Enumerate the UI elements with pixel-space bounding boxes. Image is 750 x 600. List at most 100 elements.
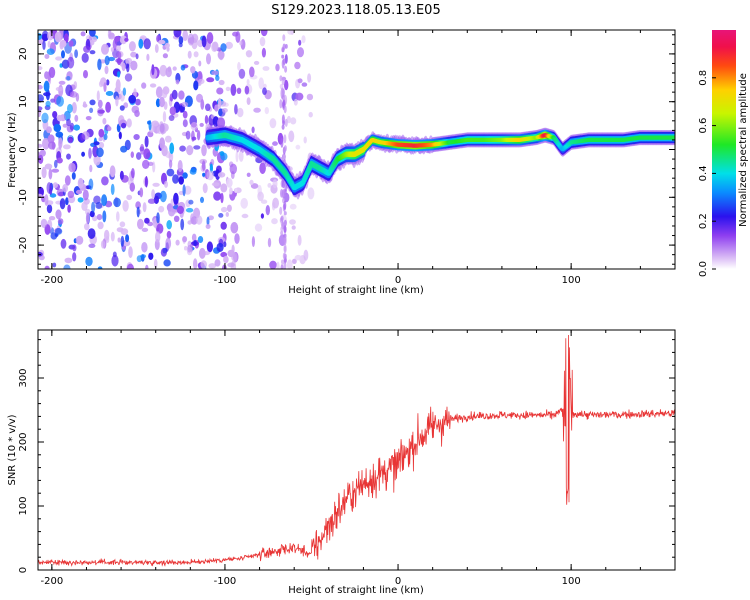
spectrogram-noise-blob <box>48 168 53 180</box>
spectrogram-noise-blob <box>141 82 147 89</box>
spectrogram-noise-blob <box>143 38 151 50</box>
spectrogram-noise-blob <box>259 162 266 174</box>
spectrogram-noise-blob <box>206 32 214 44</box>
spectrogram-noise-blob <box>125 57 133 65</box>
spectrogram-noise-blob <box>175 239 180 246</box>
spectrogram-noise-blob <box>288 130 295 143</box>
spectrogram-noise-blob <box>164 180 168 188</box>
spectrogram-noise-blob <box>125 234 130 243</box>
spectrogram-noise-blob <box>286 115 291 124</box>
spectrogram-noise-blob <box>38 106 43 111</box>
spectrogram-noise-blob <box>189 168 197 175</box>
spectrogram-noise-blob <box>98 128 105 138</box>
spectrogram-noise-blob <box>308 111 313 118</box>
spectrogram-noise-blob <box>280 189 283 198</box>
spectrogram-noise-blob <box>122 239 131 247</box>
spectrogram-noise-blob <box>220 183 228 193</box>
spectrogram-noise-blob <box>193 258 198 269</box>
spectrogram-noise-blob <box>168 151 174 163</box>
spectrogram-noise-blob <box>235 31 241 43</box>
snr-x-tick-label: 100 <box>562 576 581 587</box>
spectrogram-noise-blob <box>176 205 184 214</box>
spectrogram-noise-blob <box>97 109 105 114</box>
spectrogram-noise-blob <box>126 194 133 201</box>
colorbar-gradient <box>712 30 736 269</box>
spectrogram-noise-blob <box>179 145 186 152</box>
spectrogram-noise-blob <box>116 211 120 222</box>
spectrogram-noise-blob <box>148 252 154 260</box>
spectrogram-noise-blob <box>182 30 188 42</box>
colorbar-tick-label: 0.4 <box>698 165 709 181</box>
spectrogram-noise-blob <box>159 96 165 108</box>
spectrogram-noise-blob <box>117 51 122 59</box>
spectrogram-noise-blob <box>169 142 175 155</box>
spectrogram-noise-blob <box>89 107 94 114</box>
spectrogram-noise-blob <box>241 213 249 219</box>
spectrogram-noise-blob <box>121 122 127 129</box>
spectrogram-y-axis-label: Frequency (Hz) <box>7 112 18 188</box>
spectrogram-noise-blob <box>128 41 136 52</box>
snr-frame <box>37 329 676 571</box>
spectrogram-noise-blob <box>282 252 286 260</box>
spectrogram-noise-blob <box>55 56 63 61</box>
spectrogram-noise-blob <box>265 205 270 216</box>
spectrogram-ridge-core <box>672 135 675 140</box>
spectrogram-noise-blob <box>58 80 66 85</box>
spectrogram-noise-blob <box>59 39 67 48</box>
figure-title: S129.2023.118.05.13.E05 <box>271 3 440 18</box>
spectrogram-noise-blob <box>122 87 127 96</box>
spectrogram-noise-blob <box>54 31 62 43</box>
spectrogram-noise-blob <box>279 75 283 82</box>
spectrogram-noise-blob <box>124 37 129 42</box>
spectrogram-noise-blob <box>185 207 194 213</box>
spectrogram-noise-blob <box>297 78 303 84</box>
spectrogram-noise-blob <box>67 190 75 199</box>
spectrogram-noise-blob <box>113 197 121 208</box>
spectrogram-noise-blob <box>301 35 306 44</box>
spectrogram-noise-blob <box>80 31 86 37</box>
spectrogram-noise-blob <box>122 200 129 212</box>
spectrogram-noise-blob <box>136 152 142 160</box>
spectrogram-noise-blob <box>144 217 150 224</box>
colorbar: 0.0 0.2 0.4 0.6 0.8 Normalized spectral ampl… <box>698 30 749 277</box>
spectrogram-noise-blob <box>75 235 84 245</box>
spectrogram-noise-blob <box>211 41 218 53</box>
spectrogram-noise-blob <box>119 105 125 111</box>
spectrogram-noise-blob <box>287 30 294 35</box>
spectrogram-noise-blob <box>117 71 121 78</box>
spectrogram-noise-blob <box>67 103 73 114</box>
spectrogram-noise-blob <box>201 160 206 171</box>
spectrogram-noise-blob <box>215 75 220 81</box>
spectrogram-noise <box>38 30 315 269</box>
spectrogram-noise-blob <box>205 224 211 229</box>
spectrogram-noise-blob <box>204 115 209 125</box>
snr-x-tick-label: 0 <box>395 576 401 587</box>
spectrogram-noise-blob <box>223 255 229 264</box>
spectrogram-noise-blob <box>88 178 94 191</box>
spectrogram-noise-blob <box>162 111 167 123</box>
spectrogram-noise-blob <box>254 223 263 232</box>
spectrogram-noise-blob <box>64 175 71 186</box>
spectrogram-noise-blob <box>131 168 135 179</box>
spectrogram-noise-blob <box>149 83 157 88</box>
spectrogram-noise-blob <box>172 174 179 184</box>
spectrogram-noise-blob <box>66 76 71 81</box>
spectrogram-noise-blob <box>43 80 50 92</box>
spectrogram-noise-blob <box>89 39 95 46</box>
spectrogram-noise-blob <box>206 216 210 226</box>
spectrogram-noise-blob <box>178 36 184 45</box>
spectrogram-noise-blob <box>201 35 207 48</box>
spectrogram-noise-blob <box>235 150 239 163</box>
spectrogram-noise-blob <box>105 91 114 96</box>
spectrogram-noise-blob <box>165 67 172 78</box>
spectrogram-noise-blob <box>166 168 175 177</box>
spectrogram-noise-blob <box>41 30 49 42</box>
snr-series-line <box>38 334 675 567</box>
spectrogram-noise-blob <box>44 163 53 170</box>
spectrogram-noise-blob <box>173 215 180 222</box>
snr-y-tick-label: 300 <box>18 368 29 387</box>
spectrogram-noise-blob <box>282 88 285 97</box>
spectrogram-noise-blob <box>47 31 54 41</box>
spectrogram-noise-blob <box>160 247 167 257</box>
spectrogram-noise-blob <box>126 263 134 269</box>
